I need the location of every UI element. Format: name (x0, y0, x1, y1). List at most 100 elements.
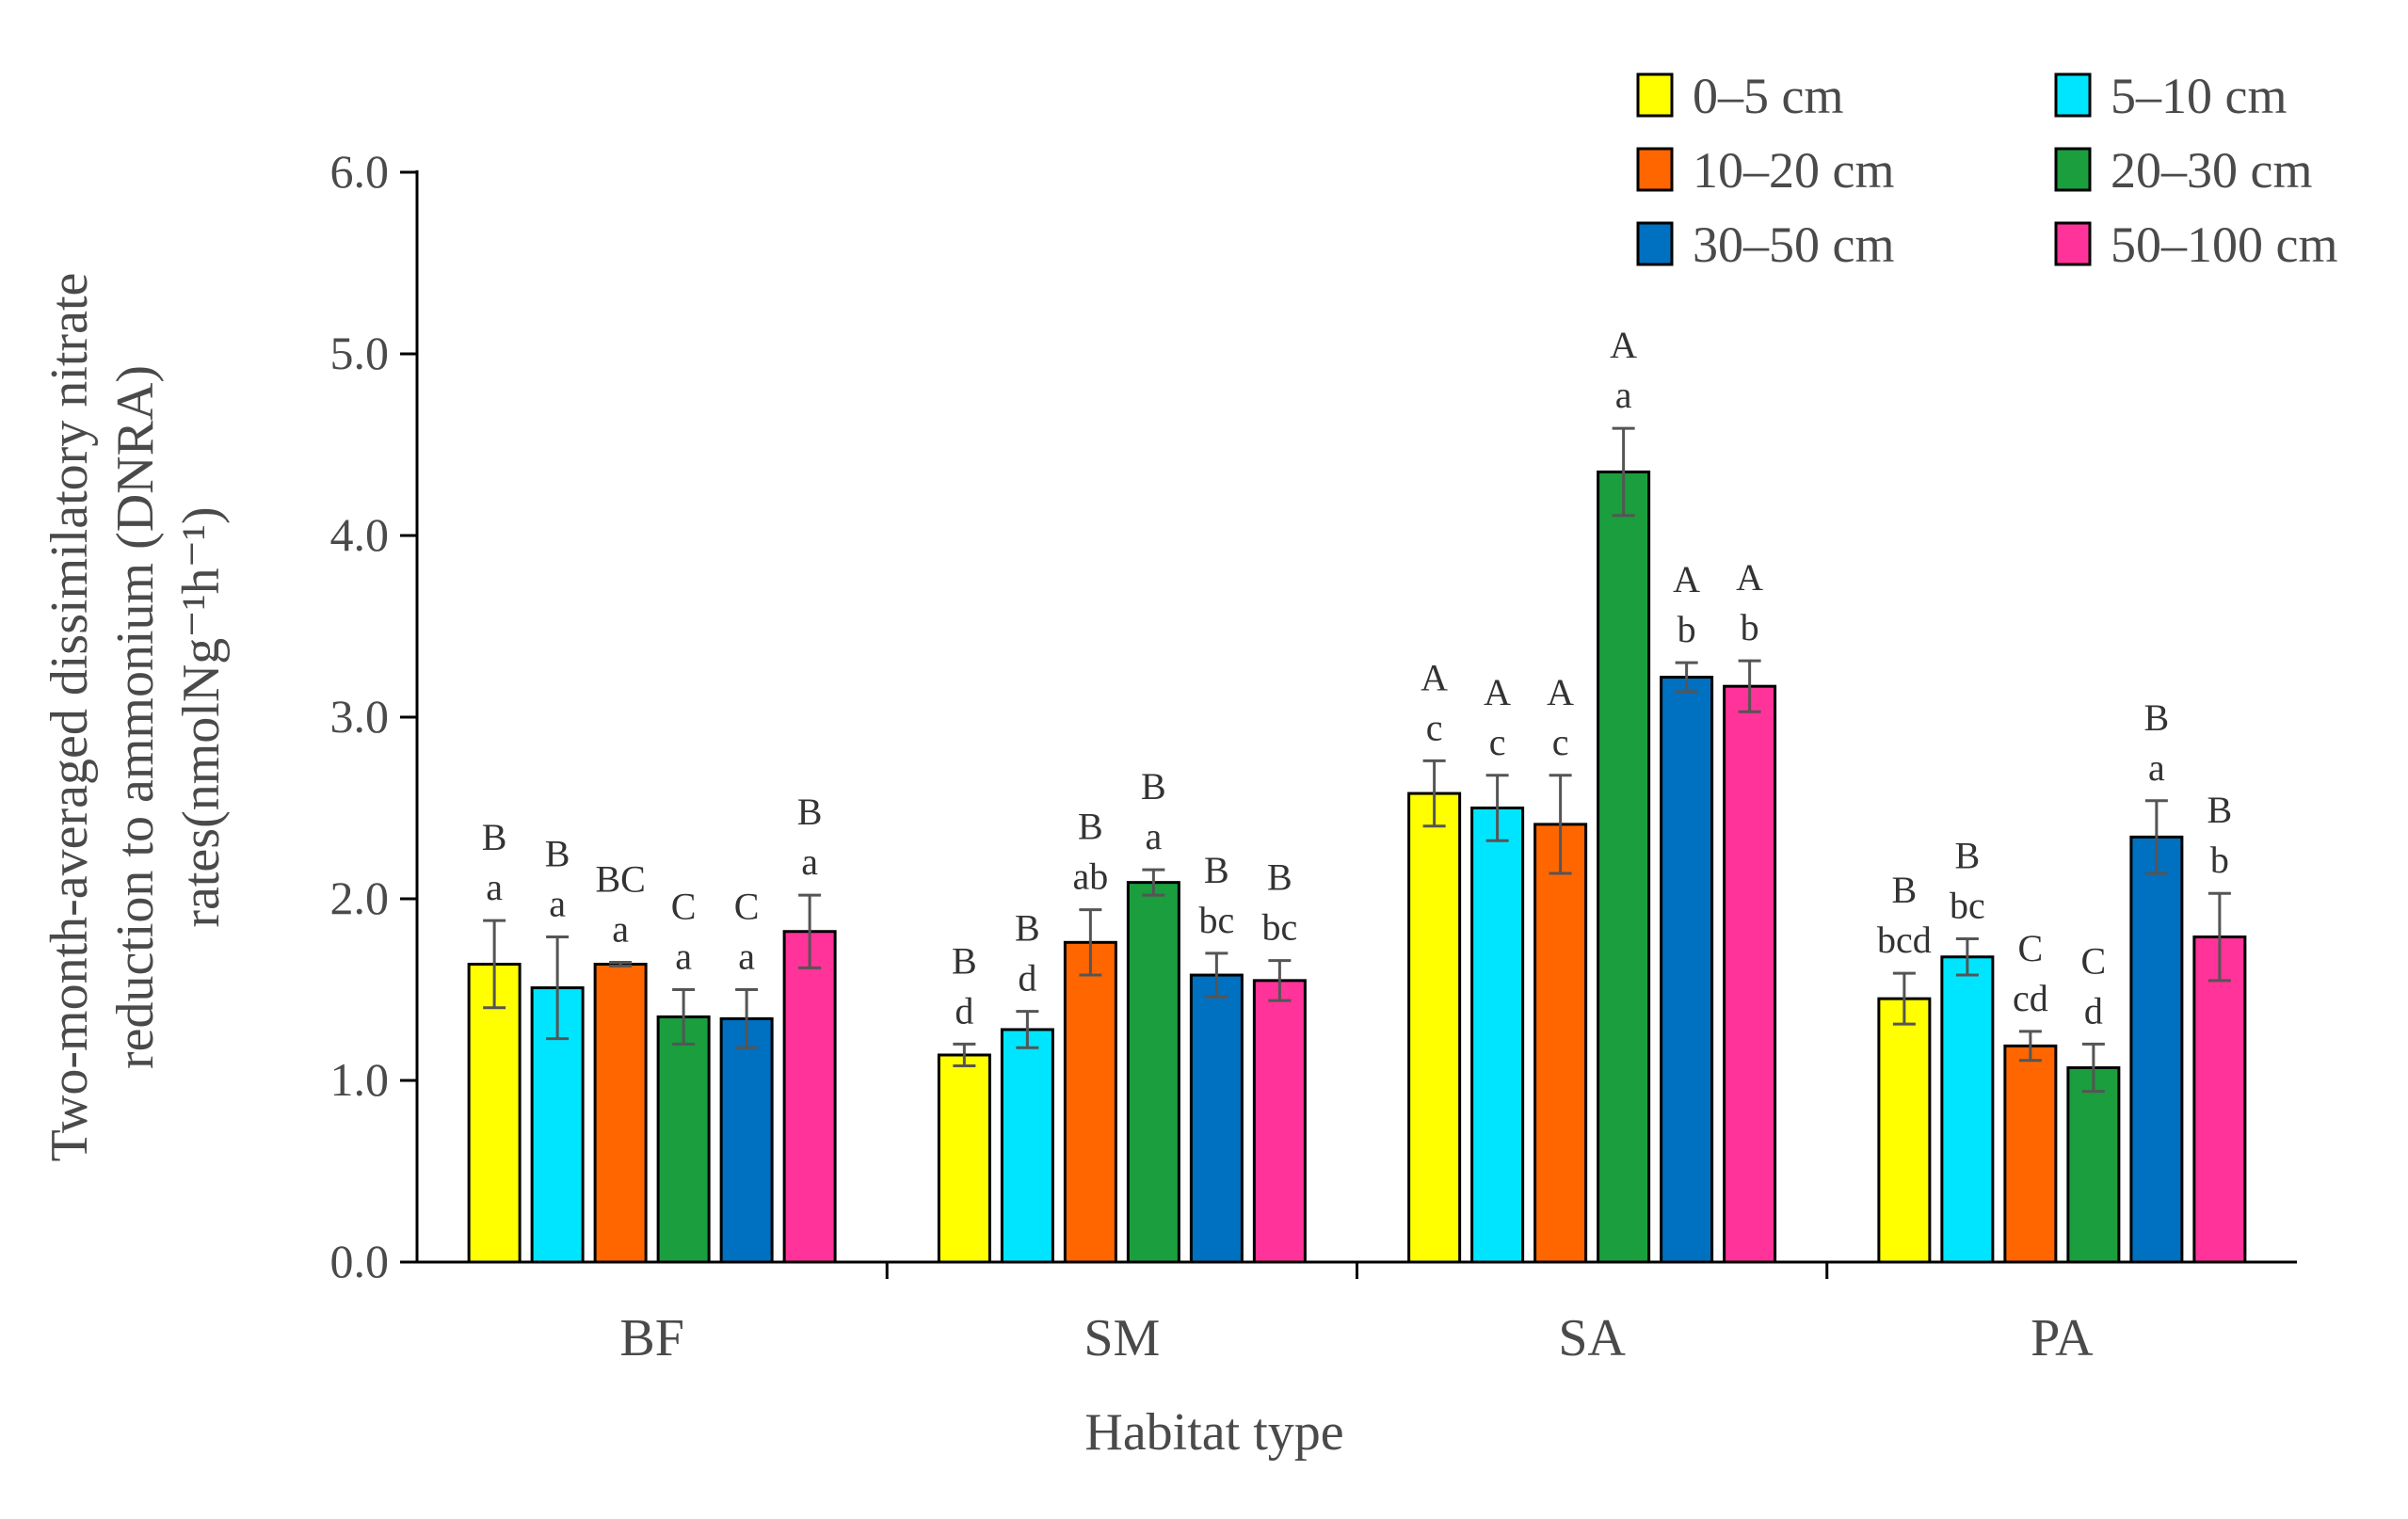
bar (1189, 973, 1244, 1264)
bar (937, 1053, 991, 1264)
bar (1000, 1028, 1054, 1264)
bar (1597, 470, 1651, 1264)
lower-letter-label: d (955, 989, 973, 1031)
legend-swatch (1636, 72, 1674, 118)
upper-letter-label: B (1204, 849, 1229, 891)
lower-letter-label: d (1018, 957, 1036, 999)
upper-letter-label: C (2018, 927, 2044, 969)
bar (2129, 835, 2184, 1264)
lower-letter-label: d (2084, 989, 2103, 1031)
lower-letter-label: c (1489, 721, 1506, 763)
x-axis-title: Habitat type (1084, 1403, 1343, 1462)
bar (1407, 791, 1462, 1264)
upper-letter-label: BC (595, 858, 645, 901)
bar (1252, 979, 1307, 1264)
y-axis: 0.0 1.0 2.0 3.0 4.0 5.0 6.0 (330, 145, 419, 1287)
lower-letter-label: b (1741, 606, 1759, 648)
upper-letter-label: C (671, 886, 697, 928)
upper-letter-label: B (1955, 834, 1981, 876)
y-axis-title-line: rates(nmolNg⁻¹h⁻¹) (172, 506, 231, 927)
upper-letter-label: B (1892, 869, 1918, 911)
bar (1533, 823, 1588, 1264)
lower-letter-label: a (801, 840, 818, 883)
lower-letter-label: a (675, 935, 692, 978)
lower-letter-label: bcd (1877, 919, 1932, 961)
bar (1126, 881, 1180, 1264)
lower-letter-label: a (612, 908, 629, 951)
upper-letter-label: B (1015, 907, 1040, 950)
lower-letter-label: cd (2013, 977, 2048, 1019)
y-axis-title: Two-month-averaged dissimilatory nitrate… (40, 273, 231, 1162)
upper-letter-label: C (734, 886, 760, 928)
lower-letter-label: bc (1198, 899, 1234, 941)
lower-letter-label: a (1145, 815, 1162, 857)
lower-letter-label: c (1426, 706, 1443, 748)
upper-letter-label: B (797, 791, 823, 833)
bar (1723, 684, 1777, 1264)
lower-letter-label: a (486, 866, 503, 908)
y-tick-label: 0.0 (330, 1235, 390, 1287)
legend-label: 30–50 cm (1693, 216, 1894, 273)
lower-letter-label: bc (1261, 906, 1297, 949)
upper-letter-label: B (952, 939, 977, 982)
bar (1470, 807, 1525, 1264)
lower-letter-label: ab (1072, 855, 1108, 898)
upper-letter-label: B (545, 833, 570, 875)
y-tick-label: 2.0 (330, 871, 390, 924)
lower-letter-label: b (2210, 839, 2229, 881)
y-tick-label: 3.0 (330, 690, 390, 743)
x-tick-label: SA (1558, 1309, 1626, 1367)
bar (1063, 940, 1117, 1264)
y-axis-title-line: reduction to ammonium (DNRA) (106, 365, 165, 1069)
legend-label: 20–30 cm (2111, 142, 2312, 199)
upper-letter-label: B (1078, 806, 1103, 848)
bar (467, 962, 522, 1264)
lower-letter-label: c (1552, 721, 1569, 763)
lower-letter-label: b (1678, 608, 1696, 650)
legend-swatch (1636, 221, 1674, 266)
y-tick-label: 5.0 (330, 327, 390, 379)
x-tick-label: BF (619, 1309, 684, 1367)
lower-letter-label: bc (1950, 884, 1985, 926)
upper-letter-label: A (1547, 671, 1574, 713)
lower-letter-label: a (2148, 746, 2165, 789)
upper-letter-label: A (1421, 656, 1448, 698)
bar (719, 1016, 774, 1264)
upper-letter-label: A (1673, 558, 1700, 600)
bar (593, 962, 648, 1264)
lower-letter-label: a (738, 935, 755, 978)
bar (2003, 1044, 2058, 1264)
y-tick-label: 1.0 (330, 1053, 390, 1106)
bar (1660, 676, 1714, 1264)
x-axis: BF SM SA PA (417, 1260, 2297, 1367)
bar (1877, 997, 1932, 1264)
upper-letter-label: B (1141, 765, 1166, 807)
upper-letter-label: A (1610, 324, 1637, 366)
y-axis-title-line: Two-month-averaged dissimilatory nitrate (40, 273, 99, 1162)
upper-letter-label: B (1267, 856, 1292, 899)
bar (782, 930, 837, 1264)
x-tick-label: SM (1084, 1309, 1160, 1367)
lower-letter-label: a (549, 883, 566, 925)
bar (656, 1015, 711, 1264)
y-tick-label: 4.0 (330, 508, 390, 561)
upper-letter-label: B (482, 816, 507, 858)
upper-letter-label: C (2081, 939, 2107, 982)
legend-label: 50–100 cm (2111, 216, 2337, 273)
upper-letter-label: A (1736, 556, 1763, 599)
upper-letter-label: A (1484, 671, 1511, 713)
legend-swatch (2054, 72, 2092, 118)
upper-letter-label: B (2144, 696, 2170, 739)
legend-label: 5–10 cm (2111, 68, 2287, 124)
legend-label: 10–20 cm (1693, 142, 1894, 199)
bar (1940, 955, 1995, 1264)
legend-swatch (1636, 147, 1674, 192)
bar (2066, 1065, 2121, 1264)
legend-label: 0–5 cm (1693, 68, 1843, 124)
y-tick-label: 6.0 (330, 145, 390, 198)
legend: 0–5 cm 5–10 cm 10–20 cm 20–30 cm 30–50 cm 50–… (1636, 68, 2337, 273)
bar (2192, 935, 2247, 1264)
